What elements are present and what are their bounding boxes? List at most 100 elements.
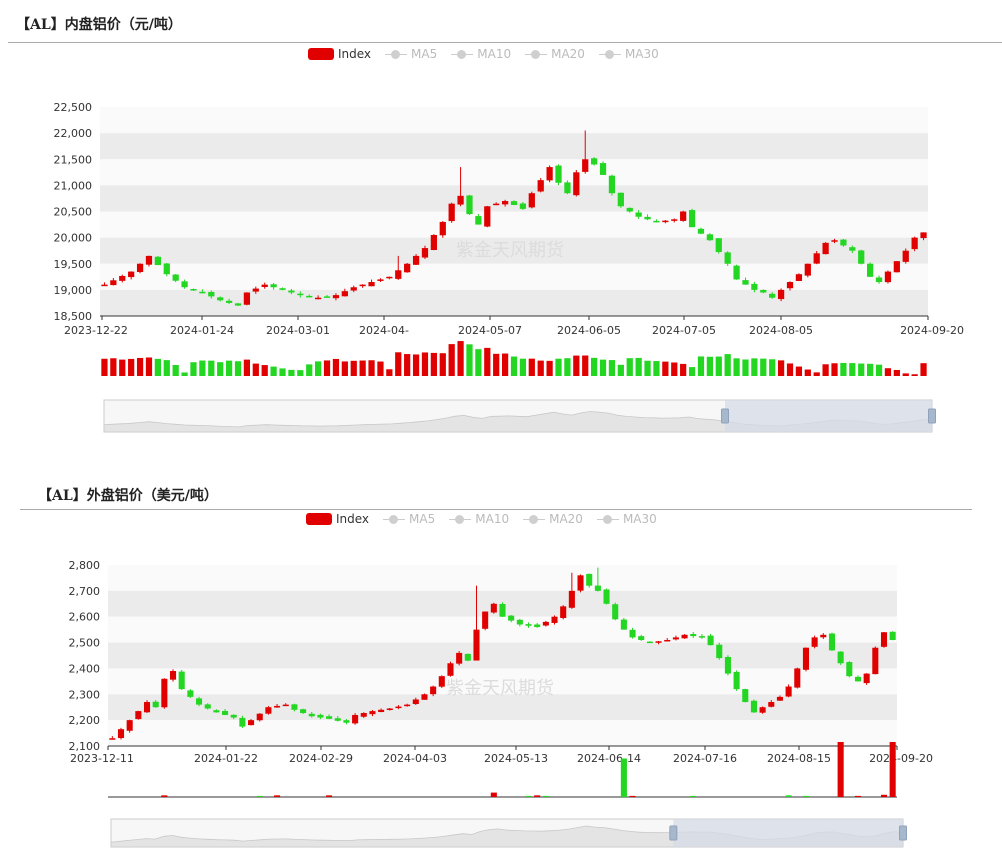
candle[interactable] [317, 713, 324, 720]
candle[interactable] [135, 710, 142, 720]
candle[interactable] [128, 271, 135, 280]
volume-bar[interactable] [795, 366, 803, 376]
candle[interactable] [421, 245, 429, 259]
candle[interactable] [840, 239, 847, 247]
volume-bar[interactable] [490, 792, 497, 797]
legend-item-index[interactable]: Index [308, 47, 371, 61]
candle[interactable] [813, 251, 820, 265]
legend-item-ma5[interactable]: MA5 [385, 47, 437, 61]
candle[interactable] [152, 700, 159, 708]
candle[interactable] [490, 602, 497, 614]
volume-bar[interactable] [629, 795, 636, 797]
legend-item-ma20[interactable]: MA20 [525, 47, 585, 61]
volume-bar[interactable] [911, 374, 918, 376]
volume-bar[interactable] [751, 358, 758, 376]
volume-bar[interactable] [813, 372, 820, 376]
candle[interactable] [750, 699, 757, 713]
candle[interactable] [359, 284, 366, 288]
candle[interactable] [551, 615, 558, 625]
candle[interactable] [143, 700, 151, 713]
volume-bar[interactable] [208, 360, 215, 376]
volume-bar[interactable] [849, 363, 856, 376]
candle[interactable] [438, 675, 445, 688]
candle[interactable] [208, 290, 215, 299]
candle[interactable] [724, 251, 731, 266]
candle[interactable] [395, 705, 402, 710]
candle[interactable] [768, 700, 775, 708]
legend-item-ma10[interactable]: MA10 [449, 512, 509, 526]
candle[interactable] [820, 633, 827, 639]
candle[interactable] [288, 288, 295, 295]
candle[interactable] [863, 673, 870, 685]
candle[interactable] [715, 238, 722, 254]
volume-bar[interactable] [854, 795, 862, 797]
candle[interactable] [568, 572, 575, 609]
candle[interactable] [334, 716, 341, 722]
candle[interactable] [213, 709, 220, 713]
volume-bar[interactable] [510, 356, 518, 376]
candle[interactable] [484, 205, 491, 228]
candle[interactable] [759, 706, 766, 714]
candle[interactable] [822, 242, 829, 255]
candle[interactable] [698, 634, 705, 639]
candle[interactable] [199, 289, 206, 294]
legend-item-ma20[interactable]: MA20 [523, 512, 583, 526]
candle[interactable] [270, 283, 277, 290]
candle[interactable] [510, 200, 518, 206]
candle[interactable] [534, 623, 541, 628]
volume-bar[interactable] [884, 368, 892, 376]
candle[interactable] [594, 567, 601, 592]
volume-bar[interactable] [564, 358, 571, 376]
candle[interactable] [560, 605, 567, 620]
candle[interactable] [582, 130, 589, 174]
candle[interactable] [707, 633, 714, 646]
candle[interactable] [671, 218, 678, 223]
candle[interactable] [279, 287, 286, 291]
legend-item-ma5[interactable]: MA5 [383, 512, 435, 526]
candle[interactable] [680, 210, 687, 222]
candle[interactable] [546, 165, 553, 183]
volume-bar[interactable] [256, 795, 263, 797]
candle[interactable] [297, 291, 304, 298]
zoom-slider-window[interactable] [673, 819, 903, 847]
volume-bar[interactable] [671, 362, 678, 376]
volume-bar[interactable] [525, 795, 532, 797]
candle[interactable] [846, 661, 853, 678]
candle[interactable] [889, 631, 896, 641]
candle[interactable] [352, 713, 359, 725]
candle[interactable] [386, 276, 393, 280]
volume-bar[interactable] [706, 356, 713, 376]
candle[interactable] [837, 651, 844, 665]
candle[interactable] [315, 295, 322, 300]
candle[interactable] [564, 180, 571, 195]
candle[interactable] [117, 727, 125, 740]
volume-bar[interactable] [439, 353, 446, 376]
volume-bar[interactable] [837, 742, 844, 797]
volume-bar[interactable] [377, 361, 384, 376]
volume-bar[interactable] [822, 364, 829, 376]
candle[interactable] [626, 207, 633, 213]
volume-bar[interactable] [430, 352, 437, 376]
candle[interactable] [672, 635, 679, 641]
candle[interactable] [638, 634, 645, 641]
candle[interactable] [644, 214, 651, 221]
candle[interactable] [430, 234, 437, 251]
candle[interactable] [243, 292, 251, 306]
candle[interactable] [178, 669, 185, 690]
volume-bar[interactable] [386, 369, 393, 376]
candle[interactable] [724, 655, 731, 676]
volume-bar[interactable] [297, 370, 304, 376]
volume-bar[interactable] [119, 359, 126, 376]
volume-bar[interactable] [804, 369, 811, 376]
candle[interactable] [439, 221, 446, 238]
volume-bar[interactable] [323, 360, 331, 376]
candle[interactable] [308, 711, 315, 718]
candle[interactable] [493, 202, 500, 206]
volume-bar[interactable] [591, 357, 598, 376]
volume-bar[interactable] [101, 358, 108, 376]
candle[interactable] [802, 647, 809, 672]
candle[interactable] [230, 714, 237, 720]
volume-bar[interactable] [528, 358, 535, 376]
candle[interactable] [690, 632, 697, 638]
volume-bar[interactable] [519, 358, 527, 376]
